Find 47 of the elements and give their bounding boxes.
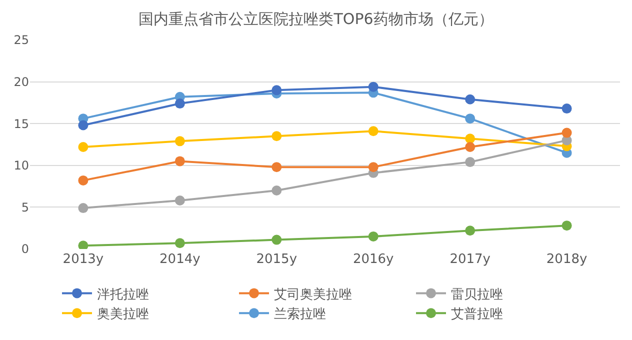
- point: [562, 220, 572, 231]
- legend-label: 泮托拉唑: [97, 287, 149, 302]
- legend-label: 兰索拉唑: [274, 307, 326, 322]
- legend-label: 艾司奥美拉唑: [274, 286, 352, 302]
- point: [465, 94, 476, 104]
- point: [174, 238, 185, 248]
- point: [368, 162, 378, 172]
- point: [562, 128, 572, 138]
- x-tick-label: 2015y: [256, 252, 298, 267]
- point: [78, 203, 88, 214]
- point: [465, 134, 476, 144]
- point: [368, 231, 378, 242]
- point: [368, 126, 378, 136]
- x-tick-label: 2016y: [352, 252, 394, 267]
- y-tick-label: 20: [14, 75, 29, 89]
- x-tick-label: 2014y: [160, 252, 201, 267]
- x-tick-label: 2013y: [62, 252, 104, 267]
- point: [174, 156, 185, 166]
- point: [174, 196, 185, 206]
- point: [78, 240, 88, 249]
- point: [465, 226, 476, 236]
- y-tick-label: 0: [21, 242, 29, 256]
- y-tick-label: 5: [21, 200, 29, 214]
- point: [174, 98, 185, 109]
- point: [272, 85, 282, 96]
- point: [465, 114, 476, 124]
- y-tick-label: 25: [14, 33, 29, 48]
- x-tick-label: 2017y: [450, 252, 491, 267]
- point: [562, 104, 572, 114]
- legend-label: 雷贝拉唑: [451, 287, 503, 302]
- point: [272, 162, 282, 172]
- point: [368, 82, 378, 92]
- x-tick-label: 2018y: [546, 252, 588, 267]
- point: [78, 142, 88, 152]
- point: [465, 142, 476, 152]
- chart-title: 国内重点省市公立医院拉唑类TOP6药物市场（亿元）: [138, 10, 494, 28]
- point: [78, 175, 88, 186]
- y-tick-label: 10: [14, 158, 29, 173]
- point: [272, 131, 282, 142]
- point: [78, 120, 88, 130]
- legend-label: 艾普拉唑: [451, 306, 503, 322]
- point: [272, 234, 282, 245]
- y-tick-label: 15: [14, 116, 29, 131]
- legend-label: 奥美拉唑: [97, 306, 149, 322]
- point: [174, 136, 185, 146]
- point: [272, 185, 282, 196]
- point: [465, 157, 476, 168]
